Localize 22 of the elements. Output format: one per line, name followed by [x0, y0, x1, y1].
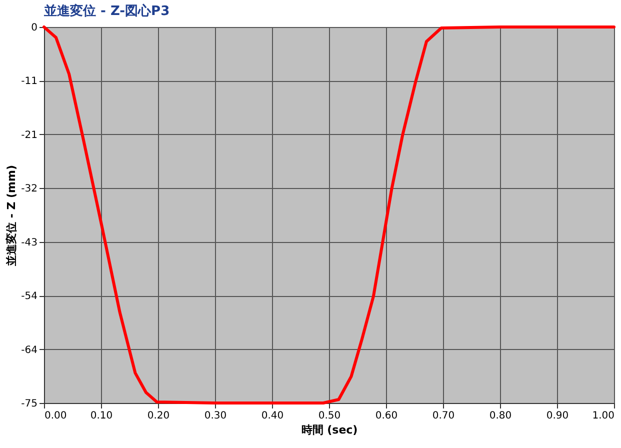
x-axis-title: 時間 (sec): [301, 424, 358, 436]
x-tick-label: 0.60: [375, 410, 398, 422]
y-tick-label: -11: [21, 76, 38, 88]
x-tick-label: 1.00: [592, 410, 614, 422]
y-tick-label: 0: [31, 22, 38, 34]
y-tick-label: -43: [21, 237, 38, 248]
y-axis-title: 並進変位 - Z (mm): [5, 164, 18, 268]
x-tick-label: 0.30: [204, 410, 227, 422]
x-tick-label: 0.20: [147, 410, 170, 422]
x-tick-label: 0.10: [90, 410, 113, 422]
x-tick-label: 0.00: [44, 410, 67, 422]
y-tick-label: -21: [21, 130, 38, 141]
y-tick-label: -64: [21, 344, 38, 356]
y-tick-label: -32: [21, 184, 38, 195]
chart-title: 並進変位 - Z-図心P3: [43, 3, 170, 19]
x-tick-label: 0.80: [489, 410, 512, 422]
x-tick-label: 0.40: [261, 410, 284, 422]
x-tick-label: 0.70: [432, 410, 455, 422]
y-tick-label: -54: [21, 291, 38, 302]
y-tick-label: -75: [21, 398, 38, 410]
x-tick-label: 0.50: [318, 410, 341, 422]
x-tick-label: 0.90: [546, 410, 569, 422]
